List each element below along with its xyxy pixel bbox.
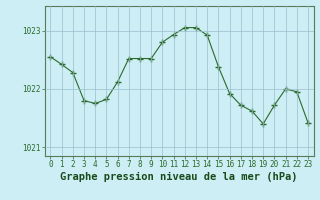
X-axis label: Graphe pression niveau de la mer (hPa): Graphe pression niveau de la mer (hPa) <box>60 172 298 182</box>
